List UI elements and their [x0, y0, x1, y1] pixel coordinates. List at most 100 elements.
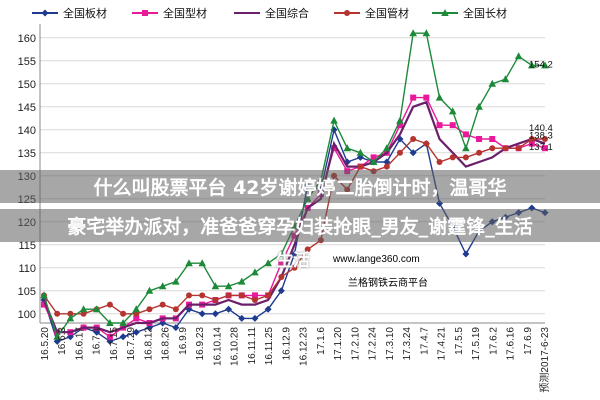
x-tick-label: 预测2017-6-23: [538, 327, 551, 393]
data-point: [158, 282, 167, 290]
x-tick-label: 16.7.29: [126, 327, 137, 361]
x-tick-label: 16.11.11: [247, 327, 258, 365]
data-point: [211, 282, 220, 290]
series-line: [42, 100, 546, 334]
legend-item: 全国板材: [32, 6, 107, 20]
x-tick-label: 17.1.20: [333, 327, 344, 361]
data-point: [462, 131, 469, 138]
y-tick-label: 155: [18, 56, 36, 68]
y-tick-label: 150: [18, 79, 36, 91]
watermark-site: www.lange360.com: [332, 254, 420, 265]
x-tick-label: 16.12.9: [281, 327, 292, 361]
data-point: [40, 291, 48, 299]
x-tick-labels: 16.5.20 16.6.3 16.6.17 16.7.1 16.7.15 16.7.29…: [40, 327, 551, 393]
data-point: [106, 319, 114, 326]
data-point: [356, 148, 365, 156]
data-point: [515, 145, 522, 152]
data-point: [145, 286, 154, 294]
data-point: [436, 159, 443, 165]
y-tick-label: 105: [18, 286, 36, 298]
data-point: [278, 274, 285, 280]
data-point: [441, 9, 449, 16]
data-point: [211, 310, 219, 318]
x-tick-label: 17.2.24: [368, 327, 379, 361]
data-point: [462, 154, 469, 161]
data-point: [277, 250, 286, 257]
data-point: [265, 292, 272, 299]
data-point: [396, 116, 404, 124]
legend: 全国板材 全国型材 全国综合 全国管材 全国长材: [32, 6, 507, 20]
data-point: [172, 306, 179, 313]
y-tick-label: 140: [18, 125, 36, 137]
data-point: [449, 154, 456, 161]
data-point: [343, 144, 352, 152]
data-point: [172, 277, 180, 285]
data-point: [67, 310, 74, 317]
data-point: [146, 306, 153, 313]
legend-label: 全国综合: [265, 6, 309, 20]
x-tick-label: 16.7.1: [92, 327, 103, 355]
data-point: [41, 9, 49, 17]
data-point: [476, 136, 483, 142]
data-point: [172, 324, 180, 332]
data-point: [369, 158, 378, 165]
data-point: [159, 301, 166, 308]
data-point: [54, 310, 61, 317]
data-point: [186, 292, 193, 299]
y-tick-label: 160: [18, 33, 36, 45]
data-point: [357, 163, 364, 170]
overlay-caption-line-2: 豪宅举办派对，准爸爸穿孕妇装抢眼_男友_谢霆锋_生活: [0, 209, 600, 242]
data-point: [120, 310, 127, 317]
x-tick-label: 16.8.26: [161, 327, 172, 361]
x-tick-label: 17.6.2: [488, 327, 499, 355]
legend-item: 全国综合: [234, 6, 309, 20]
data-point: [435, 93, 444, 101]
data-point: [382, 144, 391, 152]
legend-label: 全国管材: [365, 6, 409, 20]
data-point: [198, 259, 207, 267]
x-tick-label: 16.6.17: [74, 327, 85, 361]
x-tick-label: 17.3.10: [385, 327, 396, 361]
x-tick-label: 16.7.15: [109, 327, 120, 361]
data-point: [224, 282, 233, 290]
series-3: [42, 100, 546, 334]
data-point: [119, 319, 127, 326]
legend-label: 全国板材: [63, 6, 107, 20]
end-value-label: 140.4: [529, 123, 553, 134]
x-tick-label: 17.4.7: [419, 327, 430, 355]
data-point: [225, 305, 233, 313]
data-point: [488, 79, 497, 87]
legend-label: 全国长材: [463, 6, 507, 20]
y-tick-label: 100: [18, 309, 36, 321]
x-tick-label: 17.6.9: [523, 327, 534, 355]
data-point: [422, 29, 431, 37]
data-point: [198, 310, 206, 318]
data-point: [185, 259, 193, 267]
x-tick-label: 17.1.6: [316, 327, 327, 355]
data-point: [79, 305, 88, 313]
y-tick-label: 115: [18, 240, 36, 252]
data-point: [542, 136, 548, 142]
data-point: [264, 259, 272, 267]
data-point: [66, 314, 75, 322]
data-point: [528, 136, 535, 142]
end-value-label: 137.1: [529, 142, 553, 153]
data-point: [383, 163, 390, 170]
data-point: [304, 246, 311, 253]
data-point: [409, 29, 417, 37]
data-point: [133, 310, 140, 317]
data-point: [237, 277, 246, 285]
data-point: [436, 122, 443, 129]
x-tick-label: 16.6.3: [57, 327, 68, 355]
data-point: [251, 297, 258, 303]
data-point: [396, 149, 403, 156]
data-point: [501, 75, 510, 83]
data-point: [291, 250, 298, 258]
overlay-caption-line-1: 什么叫股票平台 42岁谢婷婷二胎倒计时，温哥华: [0, 170, 600, 203]
x-tick-label: 17.5.5: [454, 327, 465, 355]
x-tick-label: 17.3.24: [402, 327, 413, 361]
data-point: [278, 260, 285, 267]
data-point: [119, 333, 127, 341]
data-point: [238, 314, 246, 322]
y-tick-label: 145: [18, 102, 36, 114]
